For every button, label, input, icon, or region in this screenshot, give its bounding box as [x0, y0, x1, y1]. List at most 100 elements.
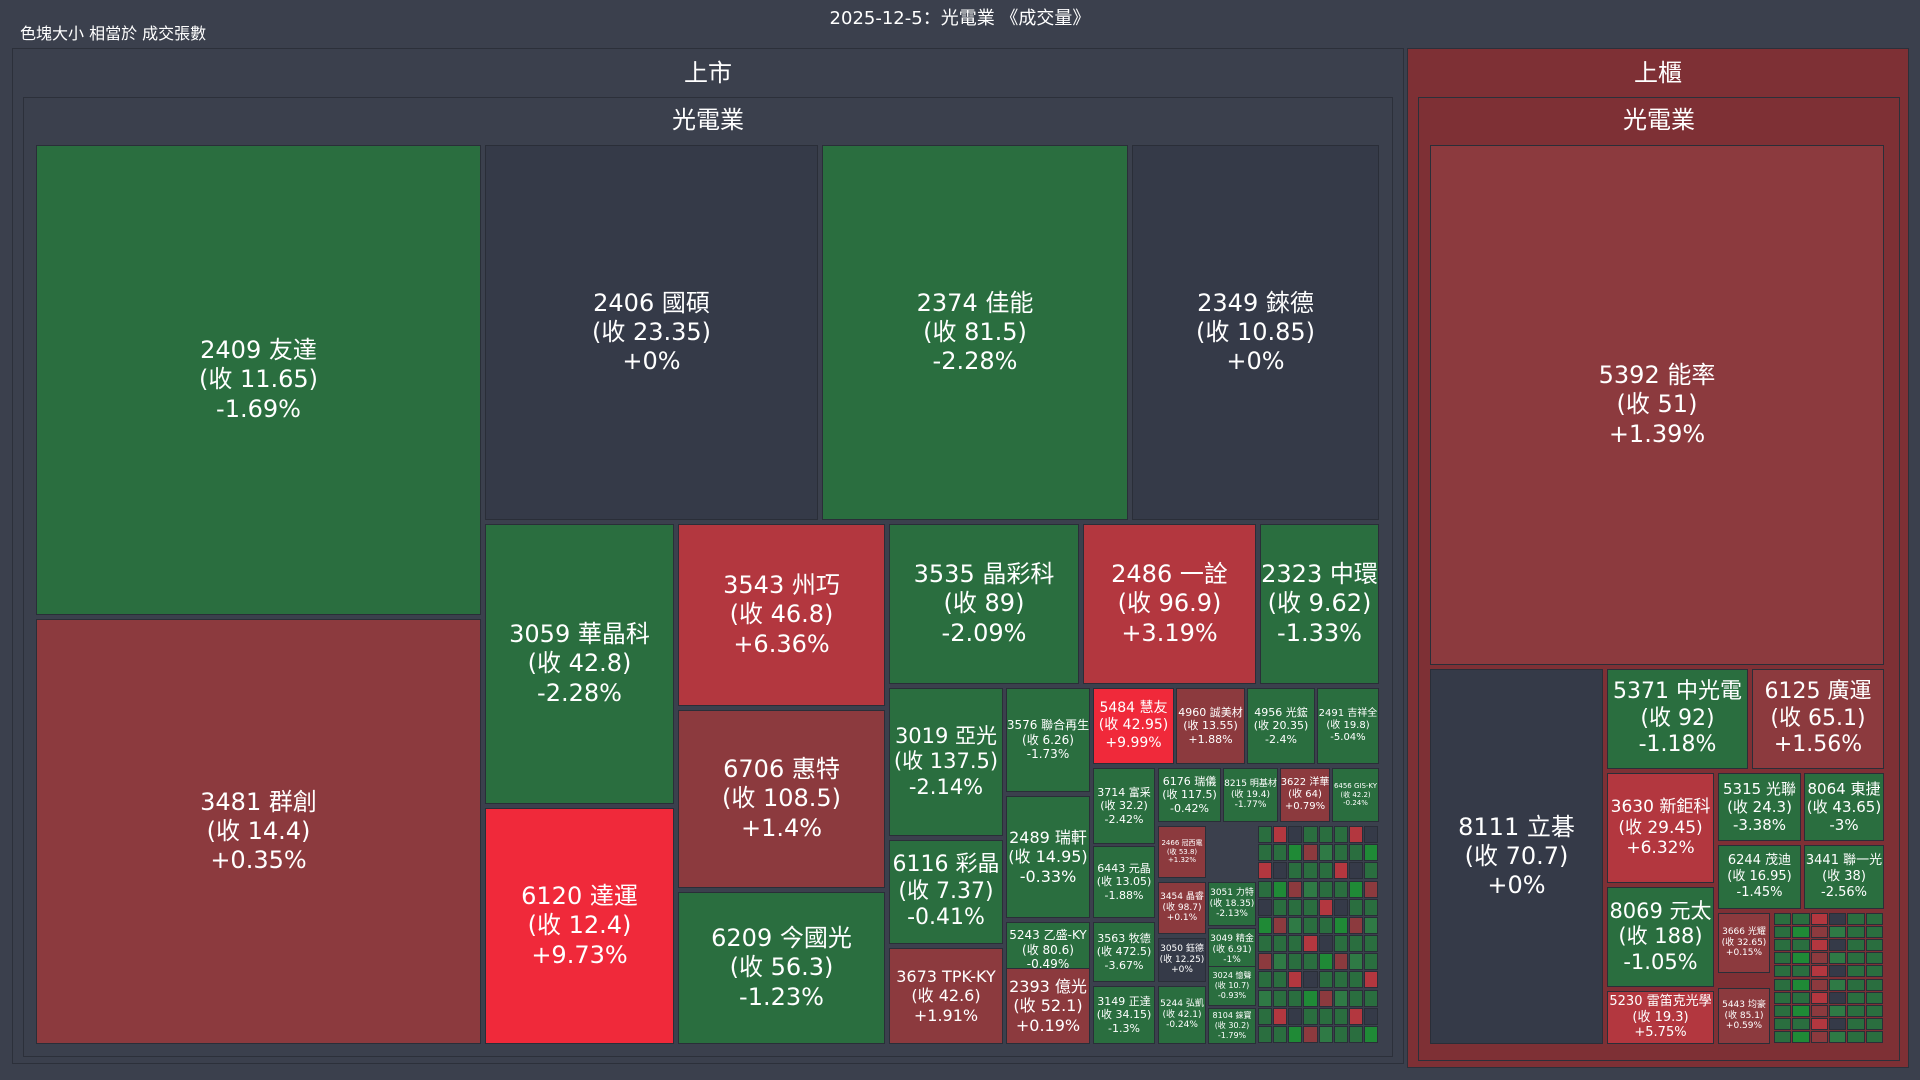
treemap-micro-tile[interactable]	[1774, 913, 1792, 926]
treemap-micro-tile[interactable]	[1810, 978, 1828, 991]
treemap-tile-4956[interactable]: 4956 光鋐 (收 20.35) -2.4%	[1247, 688, 1315, 764]
treemap-micro-tile[interactable]	[1258, 1025, 1273, 1043]
treemap-micro-tile[interactable]	[1273, 880, 1288, 898]
treemap-micro-tile[interactable]	[1810, 991, 1828, 1004]
treemap-micro-tile[interactable]	[1847, 965, 1865, 978]
treemap-micro-tile[interactable]	[1810, 913, 1828, 926]
treemap-micro-tile[interactable]	[1288, 1007, 1303, 1025]
treemap-tile-3441[interactable]: 3441 聯一光 (收 38) -2.56%	[1804, 845, 1884, 909]
treemap-micro-tile[interactable]	[1792, 1004, 1810, 1017]
treemap-tile-2491[interactable]: 2491 吉祥全 (收 19.8) -5.04%	[1317, 688, 1379, 764]
treemap-tile-3050[interactable]: 3050 鈺德 (收 12.25) +0%	[1158, 938, 1206, 982]
treemap-micro-tile[interactable]	[1303, 862, 1318, 880]
treemap-tile-2486[interactable]: 2486 一詮 (收 96.9) +3.19%	[1083, 524, 1256, 684]
treemap-micro-tile[interactable]	[1333, 826, 1348, 844]
treemap-micro-tile[interactable]	[1288, 880, 1303, 898]
treemap-micro-tile[interactable]	[1829, 1017, 1847, 1030]
treemap-tile-8069[interactable]: 8069 元太 (收 188) -1.05%	[1607, 887, 1714, 987]
treemap-tile-3059[interactable]: 3059 華晶科 (收 42.8) -2.28%	[485, 524, 674, 804]
treemap-micro-tile[interactable]	[1847, 913, 1865, 926]
treemap-micro-tile[interactable]	[1865, 1030, 1883, 1043]
treemap-tile-3149[interactable]: 3149 正達 (收 34.15) -1.3%	[1093, 986, 1155, 1044]
treemap-micro-tile[interactable]	[1273, 935, 1288, 953]
treemap-tile-2409[interactable]: 2409 友達 (收 11.65) -1.69%	[36, 145, 481, 615]
treemap-micro-tile[interactable]	[1363, 953, 1378, 971]
treemap-micro-tile[interactable]	[1865, 939, 1883, 952]
treemap-micro-tile[interactable]	[1273, 916, 1288, 934]
treemap-micro-tile[interactable]	[1847, 939, 1865, 952]
treemap-tile-5230[interactable]: 5230 雷笛克光學 (收 19.3) +5.75%	[1607, 991, 1714, 1044]
treemap-micro-tile[interactable]	[1363, 862, 1378, 880]
treemap-micro-tile[interactable]	[1774, 926, 1792, 939]
treemap-micro-tile[interactable]	[1348, 1025, 1363, 1043]
treemap-micro-tile[interactable]	[1288, 862, 1303, 880]
treemap-micro-tile[interactable]	[1829, 939, 1847, 952]
treemap-tile-6706[interactable]: 6706 惠特 (收 108.5) +1.4%	[678, 710, 885, 888]
treemap-micro-tile[interactable]	[1288, 916, 1303, 934]
treemap-micro-tile[interactable]	[1774, 939, 1792, 952]
treemap-micro-tile[interactable]	[1829, 978, 1847, 991]
treemap-micro-tile[interactable]	[1847, 1004, 1865, 1017]
treemap-micro-tile[interactable]	[1792, 978, 1810, 991]
treemap-tile-2489[interactable]: 2489 瑞軒 (收 14.95) -0.33%	[1006, 796, 1090, 918]
treemap-micro-tile[interactable]	[1865, 1017, 1883, 1030]
treemap-micro-tile[interactable]	[1348, 989, 1363, 1007]
treemap-micro-tile[interactable]	[1258, 844, 1273, 862]
treemap-tile-3576[interactable]: 3576 聯合再生 (收 6.26) -1.73%	[1006, 688, 1090, 792]
treemap-micro-tile[interactable]	[1288, 826, 1303, 844]
treemap-micro-tile[interactable]	[1258, 826, 1273, 844]
treemap-micro-tile[interactable]	[1865, 926, 1883, 939]
treemap-micro-tile[interactable]	[1865, 991, 1883, 1004]
treemap-micro-tile[interactable]	[1829, 926, 1847, 939]
treemap-micro-tile[interactable]	[1792, 939, 1810, 952]
treemap-tile-3535[interactable]: 3535 晶彩科 (收 89) -2.09%	[889, 524, 1079, 684]
treemap-micro-tile[interactable]	[1333, 862, 1348, 880]
treemap-micro-tile[interactable]	[1865, 913, 1883, 926]
treemap-micro-tile[interactable]	[1303, 989, 1318, 1007]
treemap-micro-tile[interactable]	[1810, 1017, 1828, 1030]
treemap-tile-2349[interactable]: 2349 錸德 (收 10.85) +0%	[1132, 145, 1379, 520]
treemap-micro-tile[interactable]	[1303, 1007, 1318, 1025]
treemap-micro-tile[interactable]	[1303, 844, 1318, 862]
treemap-micro-tile[interactable]	[1847, 991, 1865, 1004]
treemap-micro-tile[interactable]	[1273, 953, 1288, 971]
treemap-micro-tile[interactable]	[1348, 862, 1363, 880]
treemap-tile-5371[interactable]: 5371 中光電 (收 92) -1.18%	[1607, 669, 1748, 769]
treemap-tile-6120[interactable]: 6120 達運 (收 12.4) +9.73%	[485, 808, 674, 1044]
treemap-tile-6209[interactable]: 6209 今國光 (收 56.3) -1.23%	[678, 892, 885, 1044]
treemap-micro-tile[interactable]	[1348, 898, 1363, 916]
treemap-micro-tile[interactable]	[1810, 1004, 1828, 1017]
treemap-micro-tile[interactable]	[1273, 826, 1288, 844]
treemap-micro-tile[interactable]	[1363, 880, 1378, 898]
treemap-micro-tile[interactable]	[1774, 1017, 1792, 1030]
treemap-micro-tile[interactable]	[1303, 916, 1318, 934]
treemap-tile-6244[interactable]: 6244 茂迪 (收 16.95) -1.45%	[1718, 845, 1801, 909]
treemap-micro-tile[interactable]	[1318, 989, 1333, 1007]
treemap-micro-tile[interactable]	[1348, 1007, 1363, 1025]
treemap-micro-tile[interactable]	[1774, 978, 1792, 991]
treemap-micro-tile[interactable]	[1774, 952, 1792, 965]
treemap-micro-tile[interactable]	[1348, 880, 1363, 898]
treemap-micro-tile[interactable]	[1288, 844, 1303, 862]
treemap-micro-tile[interactable]	[1258, 935, 1273, 953]
treemap-tile-8064[interactable]: 8064 東捷 (收 43.65) -3%	[1804, 773, 1884, 841]
treemap-tile-5244[interactable]: 5244 弘凱 (收 42.1) -0.24%	[1158, 986, 1206, 1044]
treemap-micro-tile[interactable]	[1829, 952, 1847, 965]
treemap-micro-tile[interactable]	[1288, 935, 1303, 953]
treemap-micro-tile[interactable]	[1363, 826, 1378, 844]
treemap-micro-tile[interactable]	[1273, 971, 1288, 989]
treemap-micro-tile[interactable]	[1774, 1030, 1792, 1043]
treemap-tile-6125[interactable]: 6125 廣運 (收 65.1) +1.56%	[1752, 669, 1884, 769]
treemap-micro-tile[interactable]	[1333, 989, 1348, 1007]
treemap-micro-tile[interactable]	[1333, 898, 1348, 916]
treemap-micro-tile[interactable]	[1318, 971, 1333, 989]
treemap-micro-tile[interactable]	[1303, 1025, 1318, 1043]
treemap-micro-tile[interactable]	[1865, 965, 1883, 978]
treemap-micro-tile[interactable]	[1333, 844, 1348, 862]
treemap-micro-tile[interactable]	[1288, 989, 1303, 1007]
treemap-micro-tile[interactable]	[1792, 965, 1810, 978]
treemap-micro-tile[interactable]	[1318, 1025, 1333, 1043]
treemap-tile-5443[interactable]: 5443 均豪 (收 85.1) +0.59%	[1718, 988, 1770, 1044]
treemap-micro-tile[interactable]	[1258, 916, 1273, 934]
treemap-micro-tile[interactable]	[1288, 898, 1303, 916]
